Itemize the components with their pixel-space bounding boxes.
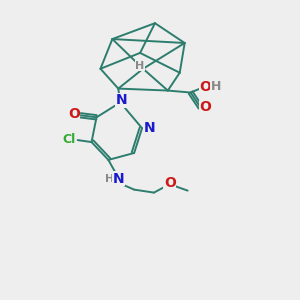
Text: O: O	[200, 80, 211, 94]
Text: N: N	[116, 94, 127, 107]
Text: H: H	[105, 174, 114, 184]
Text: O: O	[200, 100, 211, 114]
Text: O: O	[68, 107, 80, 121]
Text: N: N	[112, 172, 124, 186]
Text: H: H	[136, 61, 145, 71]
Text: O: O	[164, 176, 176, 190]
Text: Cl: Cl	[62, 133, 75, 146]
Text: H: H	[211, 80, 222, 93]
Text: N: N	[144, 121, 156, 135]
